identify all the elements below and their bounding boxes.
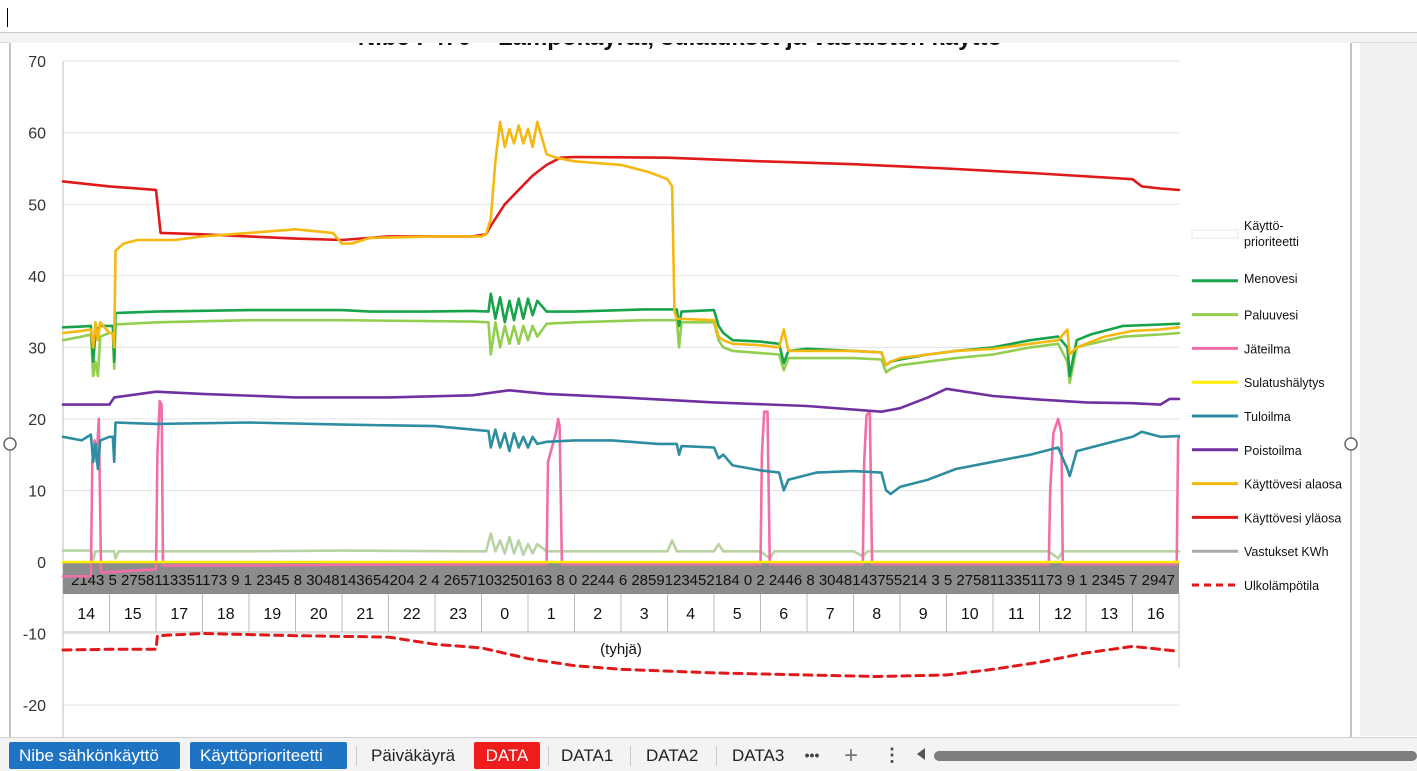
y-tick-label: -10 [23, 627, 46, 644]
x-hour-label: 0 [500, 606, 509, 623]
series-line-tuloilma [61, 421, 1181, 496]
sheet-tab-bar: Nibe sähkönkäyttö Käyttöprioriteetti Päi… [0, 737, 1417, 771]
legend-label: Käyttövesi alaosa [1244, 478, 1342, 492]
legend-label: Jäteilma [1244, 342, 1291, 356]
x-hour-label: 2 [593, 606, 602, 623]
legend-label: Tuloilma [1244, 410, 1291, 424]
x-hour-label: 1 [547, 606, 556, 623]
scrollbar-thumb[interactable] [934, 751, 1417, 761]
x-hour-label: 6 [779, 606, 788, 623]
tab-data2[interactable]: DATA2 [646, 746, 699, 765]
resize-handle-right [1344, 437, 1358, 451]
x-hour-label: 18 [217, 606, 235, 623]
chart[interactable]: Nibe F470 – Lämpökäyrät, sulatukset ja v… [0, 33, 1417, 737]
x-hour-label: 10 [961, 606, 979, 623]
x-hour-label: 20 [310, 606, 328, 623]
legend-label: Ulkolämpötila [1244, 579, 1319, 593]
y-tick-label: 20 [28, 412, 46, 429]
series-line-ulkolampotila [61, 632, 1181, 678]
x-hour-label: 11 [1008, 606, 1025, 623]
legend-swatch [1191, 229, 1239, 239]
x-hour-label: 14 [77, 606, 95, 623]
tab-data3[interactable]: DATA3 [732, 746, 785, 765]
legend-label: prioriteetti [1244, 235, 1299, 249]
y-tick-label: 30 [28, 340, 46, 357]
x-minutes-row-bg [63, 563, 1179, 594]
x-hour-label: 3 [640, 606, 649, 623]
tab-paivakayra[interactable]: Päiväkäyrä [371, 746, 456, 765]
triangle-left-icon[interactable] [917, 748, 925, 760]
x-minutes-labels: 2143 5 2758113351173 9 1 2345 8 30481436… [71, 572, 1175, 589]
x-hour-label: 9 [919, 606, 928, 623]
x-hour-label: 16 [1147, 606, 1165, 623]
y-tick-label: 70 [28, 54, 46, 71]
legend-label: Paluuvesi [1244, 309, 1298, 323]
x-hour-label: 7 [826, 606, 835, 623]
x-hour-label: 13 [1100, 606, 1118, 623]
legend-label: Menovesi [1244, 272, 1298, 286]
plus-icon[interactable]: + [843, 742, 858, 769]
series-line-poistoilma [61, 387, 1181, 413]
y-tick-label: 0 [37, 555, 46, 572]
legend-label: Käyttövesi yläosa [1244, 511, 1341, 525]
x-hour-label: 23 [449, 606, 467, 623]
ellipsis-icon[interactable]: ••• [804, 747, 820, 763]
horizontal-scrollbar[interactable] [930, 751, 1417, 761]
y-tick-label: 50 [28, 197, 46, 214]
x-hour-label: 19 [263, 606, 281, 623]
y-tick-label: 10 [28, 483, 46, 500]
formula-bar[interactable] [0, 0, 1417, 33]
y-tick-label: 60 [28, 126, 46, 143]
tab-kayttoprioriteetti[interactable]: Käyttöprioriteetti [190, 742, 347, 769]
x-hour-label: 8 [872, 606, 881, 623]
y-tick-label: -20 [23, 698, 46, 715]
series-line-kayttovesi-alaosa [61, 120, 1181, 367]
x-hour-label: 17 [170, 606, 188, 623]
tab-nibe-sahkonkaytto[interactable]: Nibe sähkönkäyttö [9, 742, 180, 769]
y-tick-label: 40 [28, 269, 46, 286]
legend-label: Sulatushälytys [1244, 376, 1325, 390]
tab-separator [716, 746, 717, 766]
x-hour-label: 22 [403, 606, 421, 623]
tab-separator [630, 746, 631, 766]
legend-label: Käyttö- [1244, 219, 1284, 233]
title-mask [10, 33, 1352, 43]
x-hour-label: 5 [733, 606, 742, 623]
tab-data[interactable]: DATA [474, 742, 540, 769]
x-hour-label: 21 [356, 606, 374, 623]
vertical-dots-icon[interactable]: ⋮ [883, 745, 901, 765]
tab-data1[interactable]: DATA1 [561, 746, 614, 765]
x-group-label: (tyhjä) [600, 641, 642, 658]
tab-separator [356, 746, 357, 766]
tab-separator [548, 746, 549, 766]
series-line-jateilma [61, 399, 1181, 578]
x-hour-label: 4 [686, 606, 695, 623]
x-hour-label: 15 [124, 606, 142, 623]
x-hour-label: 12 [1054, 606, 1072, 623]
sheet-background-right [1360, 43, 1417, 736]
text-caret [7, 8, 8, 27]
resize-handle-left [3, 437, 17, 451]
legend-label: Vastukset KWh [1244, 545, 1329, 559]
legend-label: Poistoilma [1244, 444, 1302, 458]
